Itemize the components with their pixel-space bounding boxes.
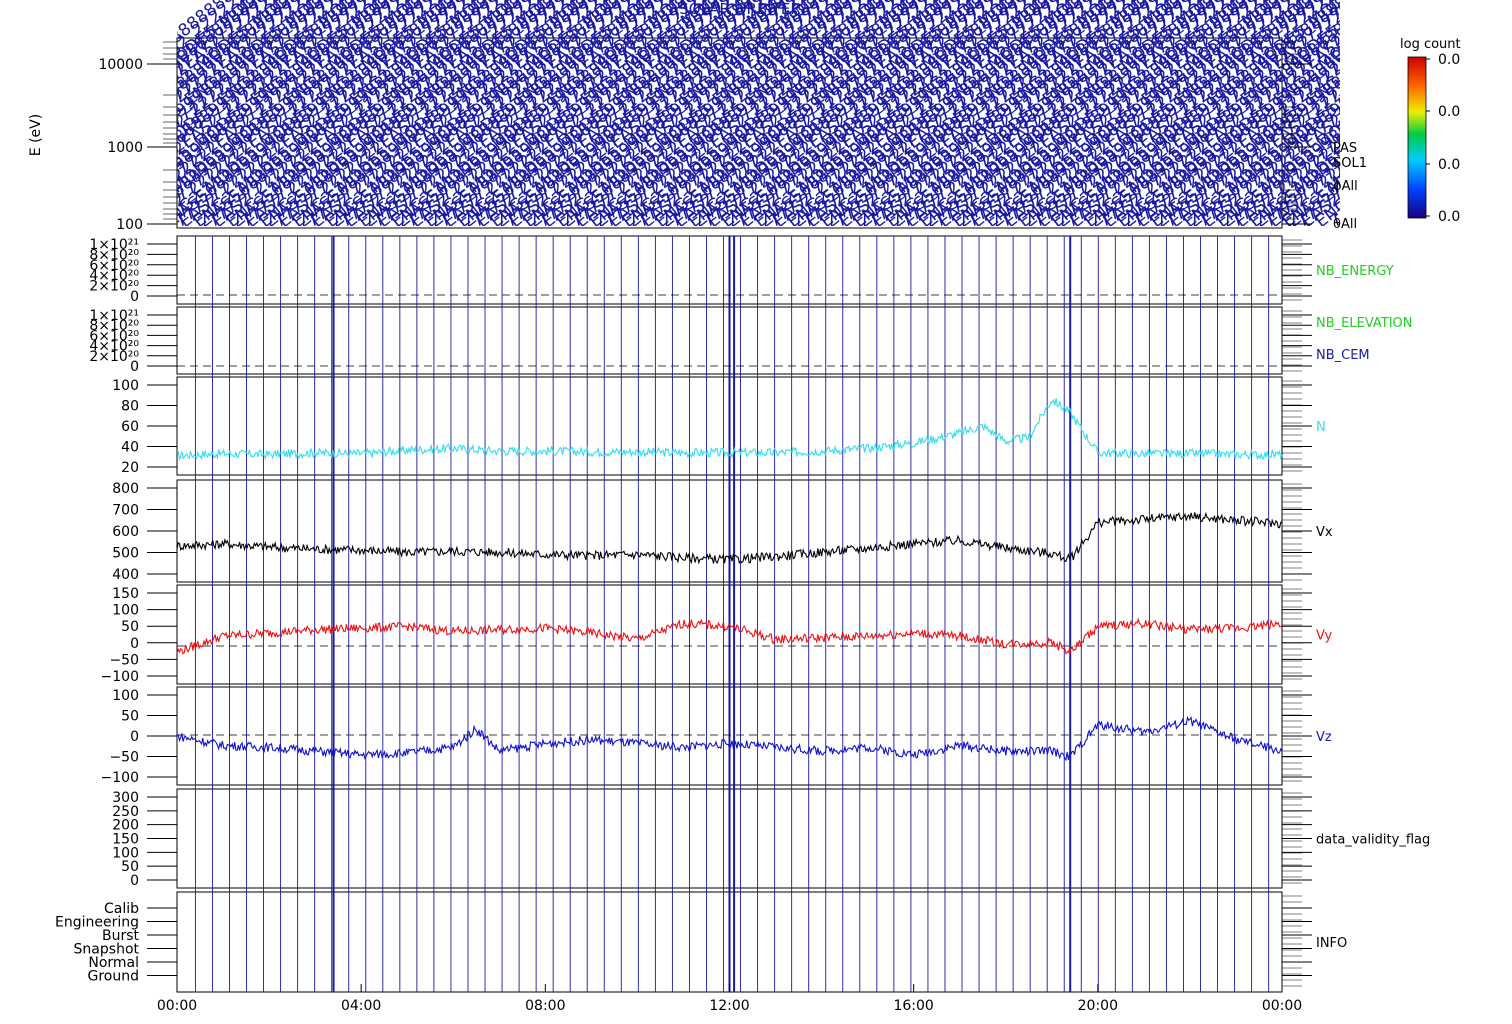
panel-y-tick-label: 0	[130, 359, 139, 375]
panel-y-tick-label: 150	[112, 832, 139, 848]
time-axis-tick-label: 08:00	[525, 998, 565, 1014]
spectro-y-tick-label: 10000	[98, 57, 143, 73]
colorbar-tick-label: 0.0	[1438, 209, 1460, 225]
panel-y-tick-label: 600	[112, 524, 139, 540]
panel-y-tick-label: −50	[109, 652, 139, 668]
panel-label: N	[1316, 420, 1326, 435]
colorbar-tick-label: 0.0	[1438, 157, 1460, 173]
panel-y-tick-label: 200	[112, 818, 139, 834]
series-line-n	[176, 398, 1283, 462]
panel-y-tick-label: 300	[112, 790, 139, 806]
series-line-vz	[176, 715, 1283, 762]
panel-y-tick-label: −100	[101, 669, 139, 685]
panel-y-tick-label: 8×10²⁰	[89, 247, 139, 263]
spectro-annotation-group: ZIAS568899899888899988888888888888899888…	[177, 0, 1340, 226]
panel-y-tick-label: 100	[112, 688, 139, 704]
panel-y-tick-label: 0	[130, 873, 139, 889]
colorbar-tick-label: 0.0	[1438, 104, 1460, 120]
spectro-right-label: PAS	[1333, 141, 1357, 156]
panel-y-tick-label: Engineering	[55, 915, 139, 931]
panel-label: Vz	[1316, 730, 1332, 745]
colorbar	[1407, 56, 1427, 219]
panel-y-tick-label: 6×10²⁰	[89, 328, 139, 344]
spectro-right-label: θAll	[1333, 217, 1357, 232]
panel-label: Vy	[1316, 629, 1333, 644]
panel-label: data_validity_flag	[1316, 833, 1430, 848]
panel-y-tick-label: 500	[112, 546, 139, 562]
time-axis-tick-label: 16:00	[893, 998, 933, 1014]
panel-y-tick-label: 0	[130, 289, 139, 305]
panel-y-tick-label: 8×10²⁰	[89, 318, 139, 334]
panel-y-tick-label: Calib	[104, 901, 139, 917]
colorbar-title: log count	[1400, 37, 1461, 52]
panel-y-tick-label: 0	[130, 729, 139, 745]
panel-y-tick-label: 50	[121, 709, 139, 725]
spectro-y-tick-label: 1000	[107, 140, 143, 156]
panel-y-tick-label: Ground	[88, 969, 140, 985]
series-line-vy	[176, 617, 1283, 656]
panel-y-tick-label: 80	[121, 399, 139, 415]
panel-y-tick-label: 4×10²⁰	[89, 268, 139, 284]
panel-label-secondary: NB_CEM	[1316, 348, 1370, 363]
spectro-right-label: ϕAll	[1333, 179, 1358, 194]
series-line-vx	[176, 511, 1283, 565]
panel-y-tick-label: 400	[112, 567, 139, 583]
panel-y-tick-label: Burst	[102, 928, 140, 944]
spectro-y-tick-label: 100	[116, 217, 143, 233]
panel-y-tick-label: 20	[121, 460, 139, 476]
panel-y-tick-label: 100	[112, 845, 139, 861]
panel-y-tick-label: 1×10²¹	[89, 308, 139, 324]
panel-label: NB_ENERGY	[1316, 264, 1394, 279]
time-axis-tick-label: 04:00	[341, 998, 381, 1014]
panel-y-tick-label: 100	[112, 603, 139, 619]
panel-y-tick-label: 800	[112, 481, 139, 497]
panel-label: NB_ELEVATION	[1316, 316, 1413, 331]
panel-y-tick-label: 50	[121, 859, 139, 875]
panel-y-tick-label: 2×10²⁰	[89, 279, 139, 295]
panel-y-tick-label: 40	[121, 440, 139, 456]
panel-y-tick-label: −100	[101, 770, 139, 786]
panel-y-tick-label: 250	[112, 804, 139, 820]
panel-y-tick-label: 6×10²⁰	[89, 258, 139, 274]
spectro-right-label: SOL1	[1333, 156, 1367, 171]
time-axis-tick-label: 12:00	[709, 998, 749, 1014]
page-title: SOLAR ORBITER	[679, 0, 801, 18]
panel-y-tick-label: 1×10²¹	[89, 237, 139, 253]
panel-y-tick-label: 100	[112, 378, 139, 394]
panel-y-tick-label: 60	[121, 419, 139, 435]
time-axis-tick-label: 20:00	[1078, 998, 1118, 1014]
panel-y-tick-label: 150	[112, 586, 139, 602]
panel-label: INFO	[1316, 936, 1347, 951]
colorbar-tick-label: 0.0	[1438, 52, 1460, 68]
panel-y-tick-label: 4×10²⁰	[89, 339, 139, 355]
panel-y-tick-label: 0	[130, 636, 139, 652]
time-axis-tick-label: 00:00	[157, 998, 197, 1014]
panel-y-tick-label: 700	[112, 503, 139, 519]
spectro-y-axis-label: E (eV)	[28, 114, 44, 156]
panel-label: Vx	[1316, 525, 1333, 540]
panel-y-tick-label: Snapshot	[74, 942, 140, 958]
panel-y-tick-label: Normal	[88, 955, 139, 971]
spectrogram-frame	[176, 37, 1283, 229]
panel-y-tick-label: 50	[121, 619, 139, 635]
panel-y-tick-label: −50	[109, 750, 139, 766]
panel-y-tick-label: 2×10²⁰	[89, 349, 139, 365]
time-axis-tick-label: 00:00	[1262, 998, 1302, 1014]
